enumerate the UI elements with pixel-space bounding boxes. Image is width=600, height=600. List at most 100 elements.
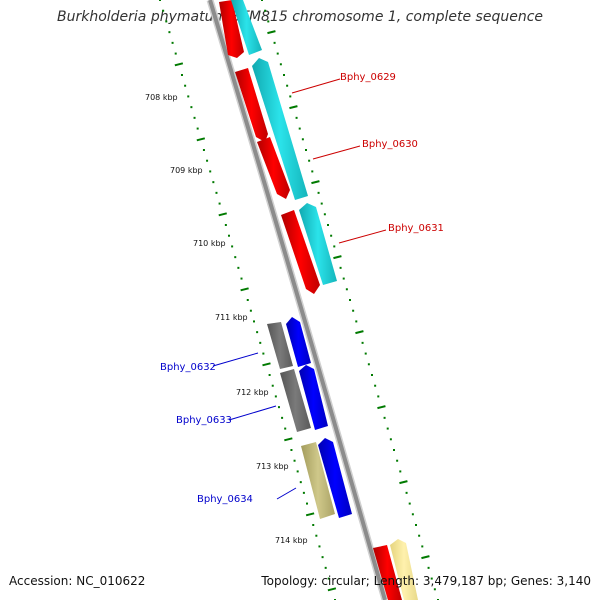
ruler-major-tick xyxy=(305,512,315,517)
ruler-dot xyxy=(323,213,326,216)
gene-label-bphy-0629[interactable]: Bphy_0629 xyxy=(340,72,396,83)
ruler-major-tick xyxy=(267,30,276,35)
ruler-dot xyxy=(168,31,171,34)
ruler-dot xyxy=(215,191,218,194)
cds-red-4 xyxy=(281,210,320,294)
ruler-dot xyxy=(393,449,395,451)
leader-bphy-0630 xyxy=(312,145,361,160)
gene-label-bphy-0632[interactable]: Bphy_0632 xyxy=(160,362,216,373)
ruler-dot xyxy=(330,234,333,237)
ruler-labels: 708 kbp 709 kbp 710 kbp 711 kbp 712 kbp … xyxy=(145,93,308,545)
ruler-label: 711 kbp xyxy=(215,313,248,322)
ruler-dot xyxy=(165,20,168,23)
ruler-dot xyxy=(418,534,421,537)
ruler-dot xyxy=(196,127,199,130)
ruler-dot xyxy=(261,0,263,1)
ruler-label: 709 kbp xyxy=(170,166,203,175)
ruler-dot xyxy=(367,363,370,366)
ruler-dot xyxy=(430,577,433,580)
backbone-core xyxy=(208,0,387,600)
ruler-dot xyxy=(433,588,436,591)
gene-label-bphy-0634[interactable]: Bphy_0634 xyxy=(197,494,253,505)
ruler-dot xyxy=(281,416,284,419)
ruler-dot xyxy=(295,116,298,119)
ruler-dot xyxy=(271,384,274,387)
ruler-dot xyxy=(342,277,345,280)
ruler-dot xyxy=(299,481,302,484)
ruler-major-tick xyxy=(289,105,298,110)
ruler-dot xyxy=(209,170,212,173)
ruler-dot xyxy=(374,384,377,387)
ruler-dot xyxy=(318,545,321,548)
cds-cyan-1 xyxy=(231,0,262,55)
cds-red-5 xyxy=(373,545,402,600)
ruler-major-tick xyxy=(196,137,206,142)
cds-gray-1 xyxy=(267,322,293,369)
accession-label: Accession: NC_010622 xyxy=(9,574,146,588)
ruler-dot xyxy=(327,577,330,580)
ruler-dot xyxy=(268,374,271,376)
ruler-dot xyxy=(286,84,289,87)
ruler-dot xyxy=(159,0,161,1)
ruler-dot xyxy=(174,52,177,55)
ruler-dot xyxy=(389,438,392,441)
leader-bphy-0631 xyxy=(338,229,387,244)
cds-red-2 xyxy=(235,68,268,142)
ruler-major-tick xyxy=(333,255,342,260)
cds-cyan-3 xyxy=(299,203,337,285)
outer-ruler-track xyxy=(261,0,439,600)
ruler-label: 714 kbp xyxy=(275,536,308,545)
gene-label-bphy-0630[interactable]: Bphy_0630 xyxy=(362,139,418,150)
ruler-dot xyxy=(267,20,270,23)
ruler-dot xyxy=(317,191,320,194)
ruler-dot xyxy=(273,41,276,44)
ruler-dot xyxy=(202,149,205,151)
ruler-dot xyxy=(180,74,183,76)
ruler-major-tick xyxy=(262,362,271,367)
ruler-dot xyxy=(321,556,324,559)
ruler-major-tick xyxy=(327,587,337,592)
ruler-dot xyxy=(427,566,430,569)
ruler-dot xyxy=(224,224,227,226)
ruler-dot xyxy=(327,224,329,226)
ruler-track xyxy=(159,0,337,600)
ruler-dot xyxy=(193,116,196,119)
ruler-dot xyxy=(386,427,389,430)
gene-labels: Bphy_0629 Bphy_0630 Bphy_0631 Bphy_0632 … xyxy=(160,72,444,505)
ruler-major-tick xyxy=(240,287,249,292)
ruler-dot xyxy=(324,566,327,569)
ruler-dot xyxy=(355,320,358,323)
ruler-dot xyxy=(293,459,296,462)
gene-label-bphy-0631[interactable]: Bphy_0631 xyxy=(388,223,444,234)
cds-olive-1 xyxy=(301,442,335,519)
ruler-dot xyxy=(234,256,237,259)
ruler-dot xyxy=(218,202,221,205)
ruler-dot xyxy=(349,299,351,301)
ruler-dot xyxy=(396,459,399,462)
ruler-dot xyxy=(284,427,287,430)
cds-red-1 xyxy=(219,0,244,58)
ruler-dot xyxy=(383,416,386,419)
ruler-dot xyxy=(352,309,355,312)
ruler-dot xyxy=(171,41,174,44)
gene-label-bphy-0633[interactable]: Bphy_0633 xyxy=(176,415,232,426)
ruler-dot xyxy=(289,95,292,98)
ruler-dot xyxy=(408,502,411,505)
cds-gray-2 xyxy=(280,369,311,432)
ruler-dot xyxy=(276,52,279,55)
ruler-dot xyxy=(264,9,267,12)
ruler-dot xyxy=(256,331,259,334)
ruler-dot xyxy=(415,524,417,526)
ruler-dot xyxy=(162,9,165,12)
cds-forward-strand xyxy=(231,0,418,600)
label-leaders xyxy=(212,78,387,500)
ruler-dot xyxy=(308,159,311,162)
ruler-dot xyxy=(320,202,323,205)
ruler-major-tick xyxy=(218,212,227,217)
ruler-major-tick xyxy=(377,405,386,410)
ruler-major-tick xyxy=(399,480,408,485)
ruler-dot xyxy=(364,352,367,355)
ruler-dot xyxy=(249,309,252,312)
map-title: Burkholderia phymatum STM815 chromosome … xyxy=(56,9,543,25)
